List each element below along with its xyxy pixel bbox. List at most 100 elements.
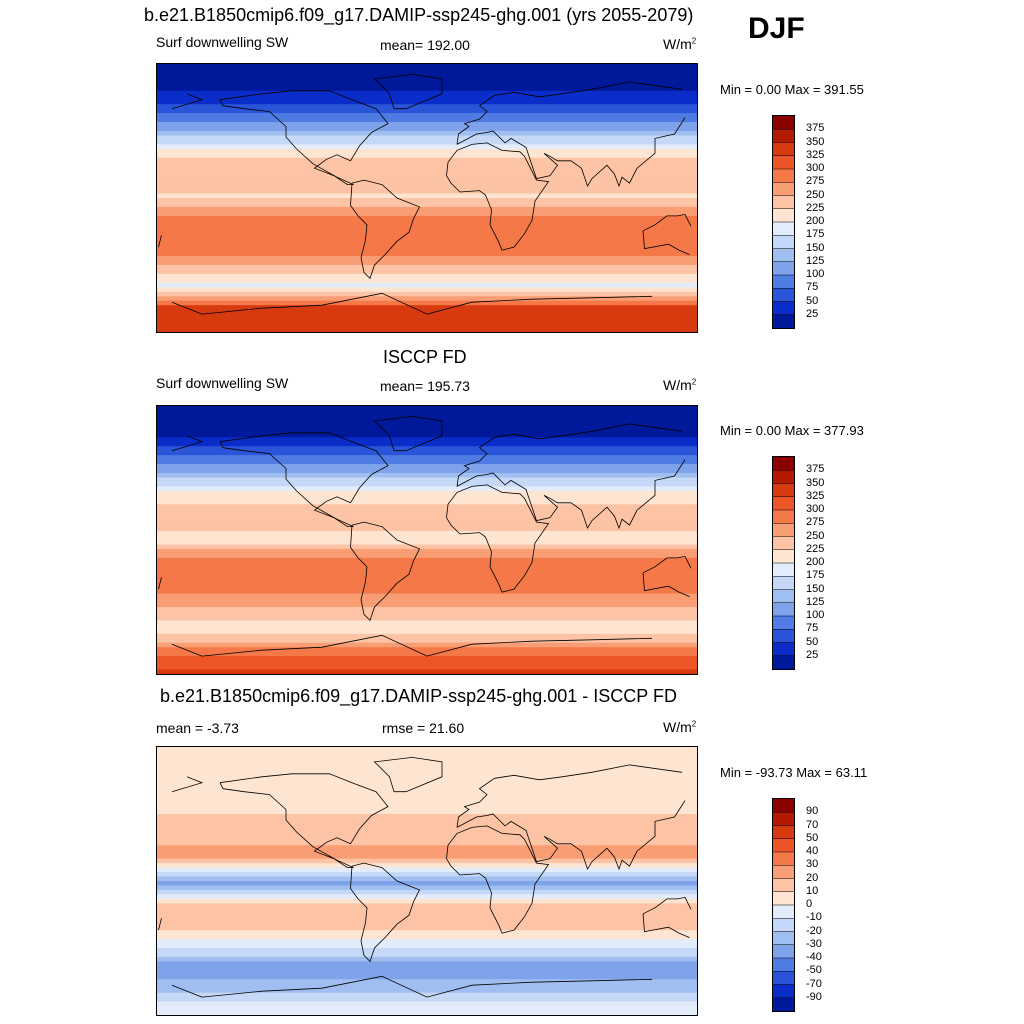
map-band: [157, 787, 697, 793]
colorbar-tick-label: 300: [806, 503, 825, 515]
colorbar-tick-label: 325: [806, 489, 825, 502]
map-band: [157, 584, 697, 590]
map-band: [157, 544, 697, 550]
map-band: [157, 1001, 697, 1007]
map-band: [157, 423, 697, 429]
map-band: [157, 602, 697, 608]
map-band: [157, 665, 697, 671]
colorbar-tick-label: 25: [806, 648, 819, 661]
colorbar-swatch: [773, 248, 794, 263]
map-band: [157, 171, 697, 177]
map-band: [157, 432, 697, 438]
map-band: [157, 562, 697, 568]
map-band: [157, 108, 697, 114]
map-band: [157, 126, 697, 132]
panel1-map: [156, 63, 698, 333]
colorbar-swatch: [773, 261, 794, 276]
map-band: [157, 477, 697, 483]
colorbar-swatch: [773, 483, 794, 498]
coastline: [171, 435, 204, 452]
colorbar-tick-label: 200: [806, 215, 825, 227]
map-band: [157, 566, 697, 572]
colorbar-swatch: [773, 155, 794, 170]
coastline: [171, 301, 203, 315]
map-band: [157, 580, 697, 586]
coastline: [350, 179, 421, 280]
map-band: [157, 1010, 697, 1015]
map-band: [157, 624, 697, 630]
map-band: [157, 278, 697, 284]
coastline: [642, 913, 690, 938]
panel1-colorbar: [772, 115, 795, 329]
map-band: [157, 229, 697, 235]
map-band: [157, 589, 697, 595]
map-band: [157, 495, 697, 501]
map-band: [157, 522, 697, 528]
colorbar-tick-label: 50: [806, 831, 819, 844]
panel2-colorbar: [772, 456, 795, 670]
map-band: [157, 778, 697, 784]
panel2-title: ISCCP FD: [383, 347, 467, 367]
map-band: [157, 760, 697, 766]
map-band: [157, 660, 697, 666]
colorbar-tick-label: 375: [806, 463, 825, 476]
colorbar-swatch: [773, 563, 794, 577]
map-band: [157, 952, 697, 958]
panel1-variable-label: Surf downwelling SW: [156, 34, 289, 50]
map-band: [157, 791, 697, 797]
map-band: [157, 858, 697, 864]
map-band: [157, 184, 697, 190]
map-band: [157, 814, 697, 820]
map-band: [157, 446, 697, 452]
colorbar-tick-label: 70: [806, 818, 819, 831]
map-band: [157, 238, 697, 244]
colorbar-swatch: [773, 905, 794, 919]
map-band: [157, 889, 697, 895]
colorbar-tick-label: 350: [806, 476, 825, 489]
colorbar-swatch: [773, 314, 794, 328]
map-band: [157, 997, 697, 1003]
colorbar-tick-label: 150: [806, 582, 825, 595]
colorbar-tick-label: 375: [806, 122, 825, 135]
map-band: [157, 818, 697, 824]
colorbar-tick-label: 225: [806, 201, 825, 214]
map-band: [157, 930, 697, 936]
colorbar-swatch: [773, 958, 794, 972]
coastline: [350, 521, 421, 622]
map-band: [157, 903, 697, 909]
coastline: [446, 484, 550, 593]
colorbar-tick-label: 125: [806, 595, 825, 608]
colorbar-tick-label: -70: [806, 977, 822, 990]
colorbar-tick-label: 225: [806, 542, 825, 555]
panel1-minmax: Min = 0.00 Max = 391.55: [720, 82, 864, 97]
map-band: [157, 323, 697, 329]
colorbar-tick-label: 10: [806, 884, 819, 897]
map-band: [157, 992, 697, 998]
map-band: [157, 468, 697, 474]
map-band: [157, 508, 697, 514]
map-band: [157, 233, 697, 239]
map-band: [157, 148, 697, 154]
panel3-title: b.e21.B1850cmip6.f09_g17.DAMIP-ssp245-gh…: [160, 686, 677, 706]
map-band: [157, 269, 697, 275]
map-band: [157, 86, 697, 92]
coastline: [456, 800, 686, 871]
map-band: [157, 782, 697, 788]
map-band: [157, 131, 697, 137]
map-band: [157, 1006, 697, 1012]
map-band: [157, 939, 697, 945]
coastline: [456, 117, 686, 188]
map-band: [157, 242, 697, 248]
map-band: [157, 598, 697, 604]
map-band: [157, 620, 697, 626]
map-band: [157, 499, 697, 505]
colorbar-tick-label: 325: [806, 148, 825, 161]
map-band: [157, 513, 697, 519]
map-band: [157, 256, 697, 262]
map-band: [157, 309, 697, 315]
map-band: [157, 211, 697, 217]
colorbar-swatch: [773, 129, 794, 143]
map-band: [157, 247, 697, 253]
colorbar-swatch: [773, 589, 794, 604]
map-band: [157, 113, 697, 119]
